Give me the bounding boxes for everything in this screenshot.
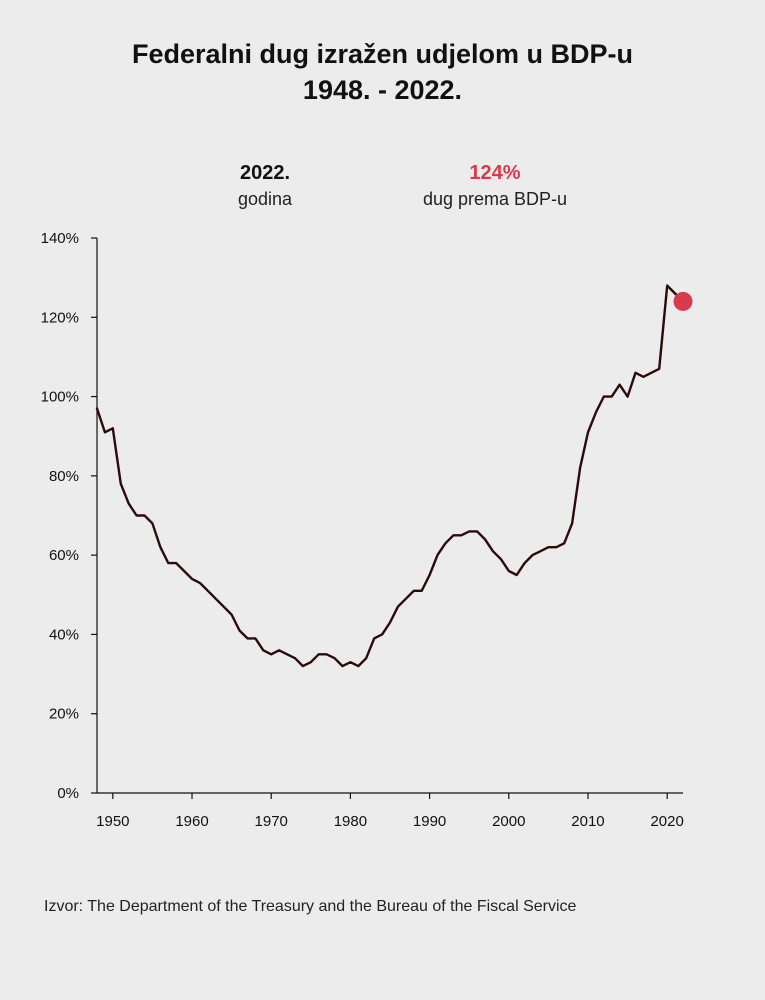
- x-tick-label: 2020: [650, 813, 683, 830]
- title-line-1: Federalni dug izražen udjelom u BDP-u: [131, 39, 634, 69]
- x-tick-label: 1980: [334, 813, 367, 830]
- x-tick-label: 1990: [413, 813, 446, 830]
- x-tick-label: 1960: [175, 813, 208, 830]
- debt-value: 124%: [469, 162, 521, 184]
- source-note: Izvor: The Department of the Treasury an…: [44, 898, 577, 915]
- x-tick-label: 1970: [255, 813, 288, 830]
- y-tick-label: 20%: [49, 706, 79, 723]
- title-line-2: 1948. - 2022.: [302, 75, 463, 105]
- y-tick-label: 140%: [41, 230, 79, 247]
- debt-label: dug prema BDP-u: [422, 189, 568, 209]
- chart-title: Federalni dug izražen udjelom u BDP-u 19…: [0, 36, 765, 108]
- x-tick-label: 2010: [571, 813, 604, 830]
- highlight-point-2022: [673, 291, 693, 311]
- y-tick-label: 80%: [49, 468, 79, 485]
- x-tick-label: 2000: [492, 813, 525, 830]
- year-value: 2022.: [239, 162, 291, 184]
- debt-series-line: [95, 284, 677, 668]
- y-tick-label: 60%: [49, 547, 79, 564]
- year-stat: 2022. godina: [190, 160, 340, 212]
- year-label: godina: [237, 189, 293, 209]
- y-tick-label: 120%: [41, 309, 79, 326]
- debt-stat: 124% dug prema BDP-u: [380, 160, 610, 212]
- x-tick-label: 1950: [96, 813, 129, 830]
- y-tick-label: 100%: [41, 389, 79, 406]
- y-tick-label: 0%: [57, 785, 79, 802]
- y-tick-label: 40%: [49, 626, 79, 643]
